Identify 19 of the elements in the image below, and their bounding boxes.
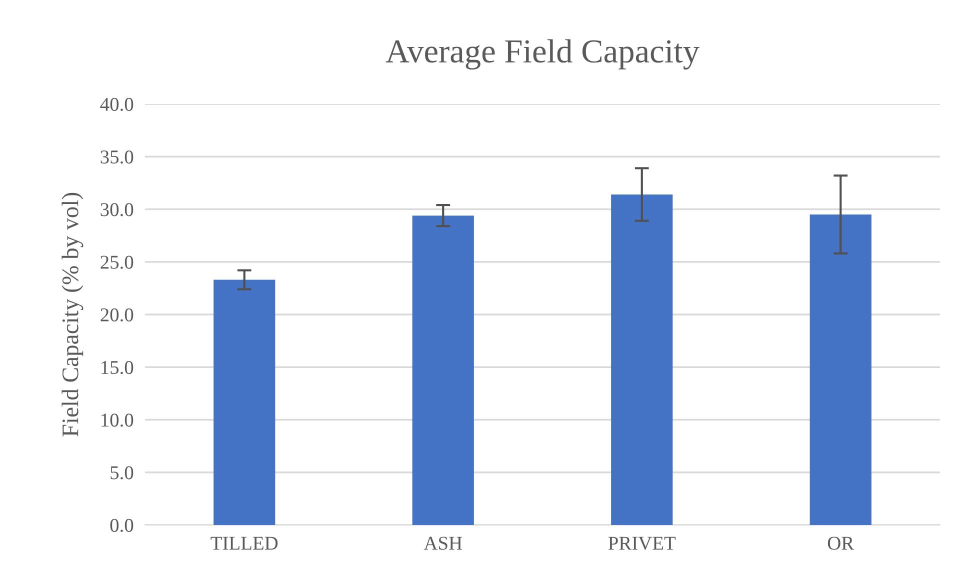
bar <box>611 194 673 525</box>
y-tick-label: 25.0 <box>100 256 134 269</box>
y-tick-label: 35.0 <box>100 150 134 164</box>
x-tick-label: TILLED <box>210 536 278 550</box>
y-tick-label: 5.0 <box>110 466 134 480</box>
chart-title: Average Field Capacity <box>386 39 700 70</box>
y-tick-label: 40.0 <box>100 98 134 112</box>
y-tick-label: 30.0 <box>100 203 134 216</box>
x-tick-label: PRIVET <box>608 536 676 550</box>
y-tick-label: 20.0 <box>100 308 134 322</box>
y-axis-title: Field Capacity (% by vol) <box>62 192 84 436</box>
bar <box>214 280 276 525</box>
y-tick-label: 0.0 <box>110 518 134 532</box>
bar <box>810 214 872 525</box>
x-tick-label: ASH <box>424 536 462 550</box>
y-tick-label: 10.0 <box>102 414 134 427</box>
bar <box>412 216 474 525</box>
x-tick-label: OR <box>828 536 854 550</box>
y-tick-label: 15.0 <box>102 360 134 374</box>
